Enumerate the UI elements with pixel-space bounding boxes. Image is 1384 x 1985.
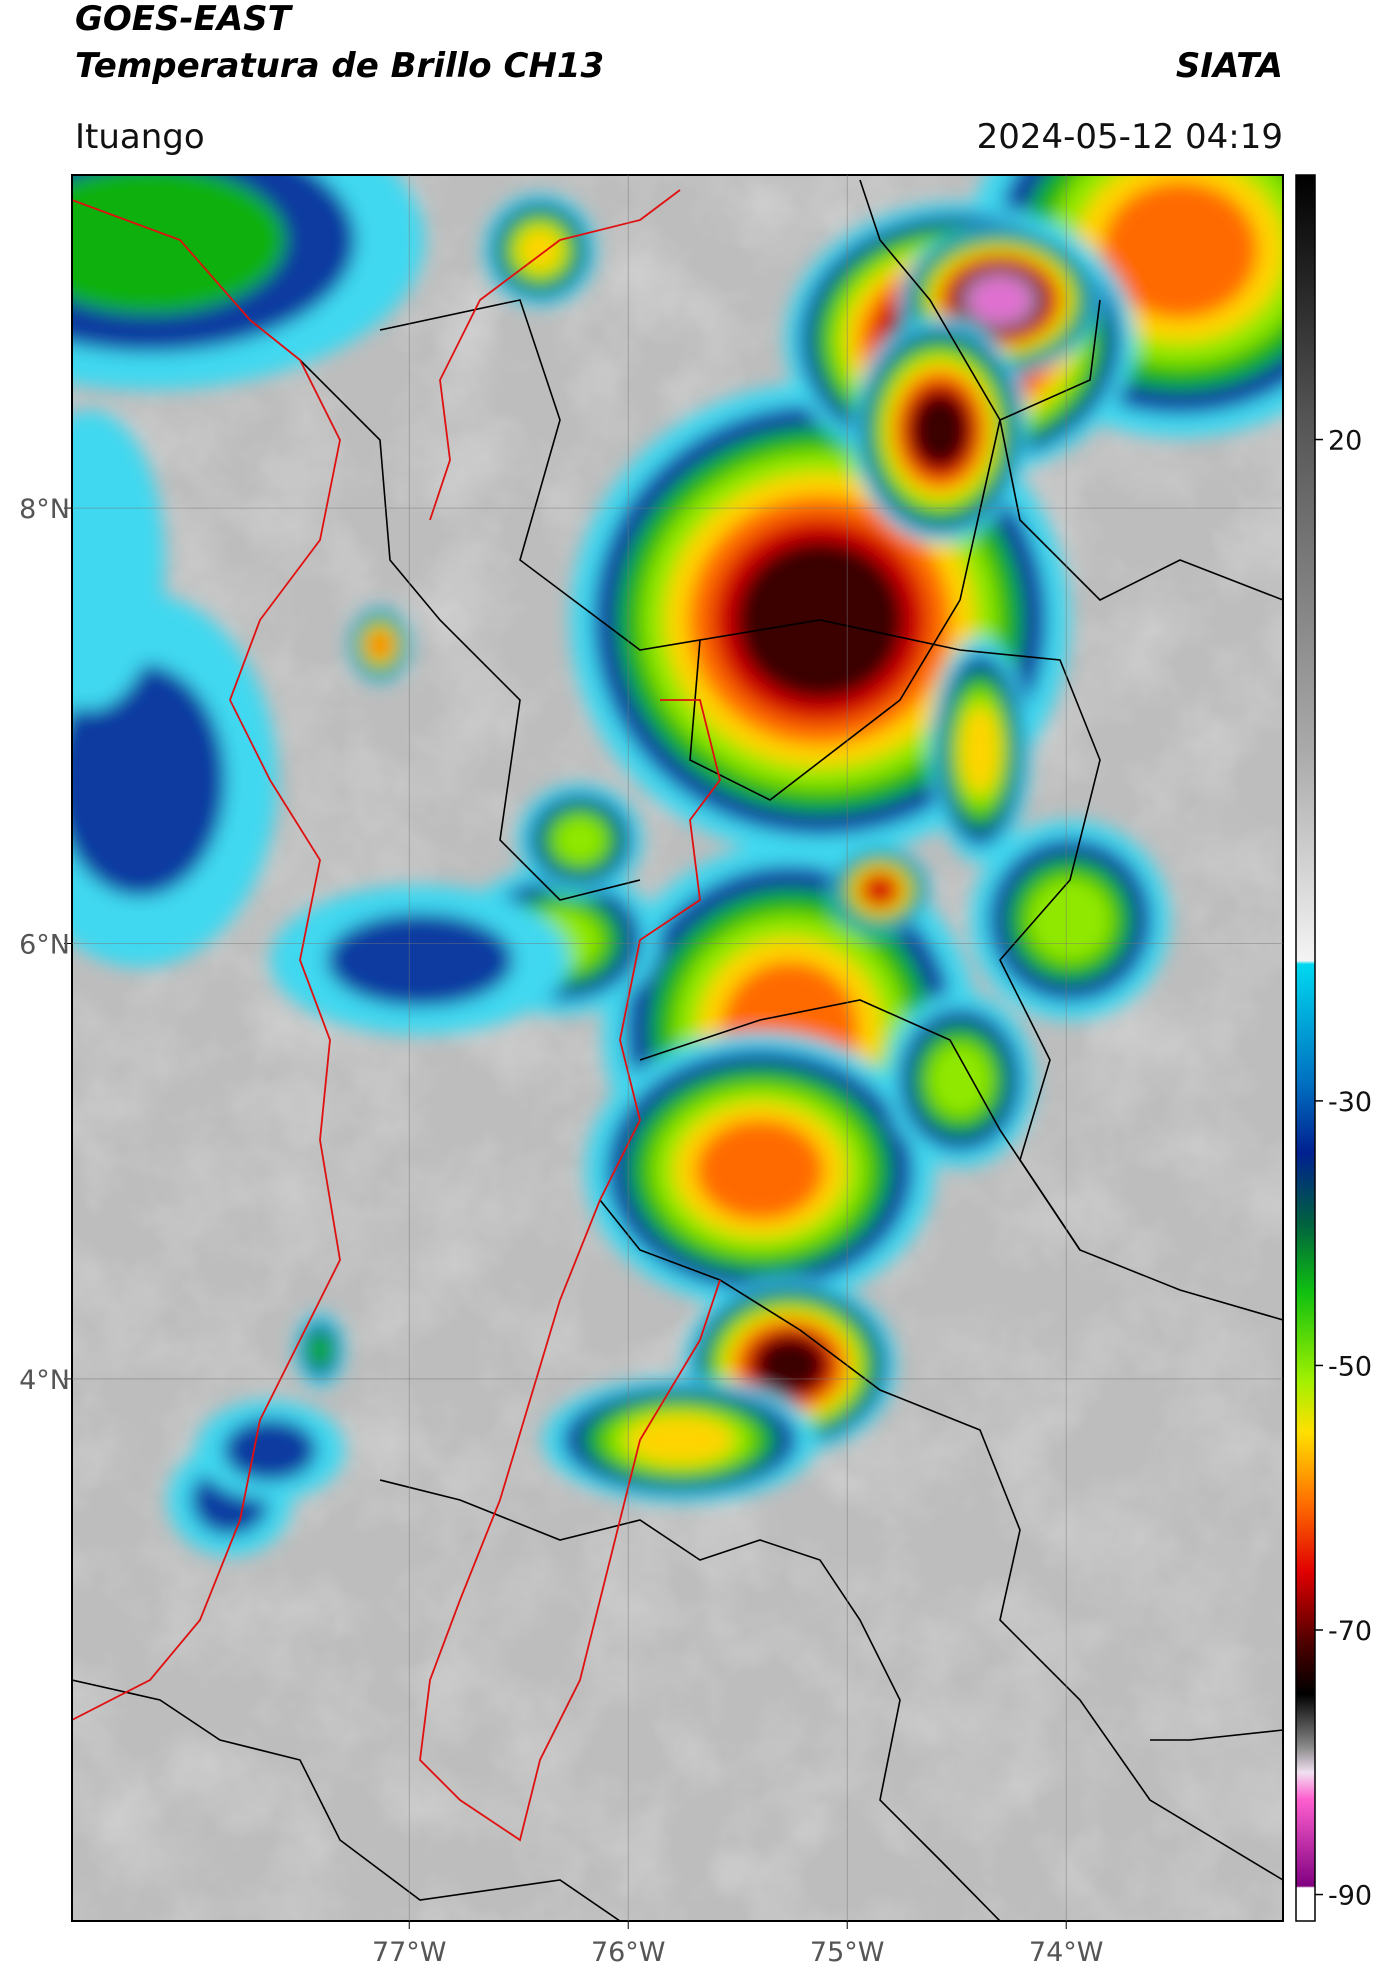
cloud-layer bbox=[968, 276, 1031, 323]
cloud-layer bbox=[754, 1336, 825, 1395]
colorbar-tick-label: -50 bbox=[1328, 1351, 1372, 1382]
colorbar-tick-label: 20 bbox=[1328, 426, 1362, 457]
x-tick-label: 77°W bbox=[372, 1937, 447, 1968]
cloud-layer bbox=[553, 816, 607, 864]
y-tick-label: 4°N bbox=[19, 1365, 70, 1396]
cloud-layer bbox=[960, 706, 999, 794]
cloud-layer bbox=[224, 1419, 317, 1481]
cloud-layer bbox=[928, 1042, 993, 1117]
cloud-layer bbox=[327, 914, 513, 1007]
cloud-layer bbox=[863, 875, 898, 906]
cloud-layer bbox=[518, 228, 562, 272]
cloud-layer bbox=[369, 631, 392, 659]
subtitle: Temperatura de Brillo CH13 bbox=[75, 46, 604, 86]
colorbar-tick-label: -90 bbox=[1328, 1881, 1372, 1912]
colorbar-tick-label: -30 bbox=[1328, 1087, 1372, 1118]
cloud-layer bbox=[308, 1332, 333, 1369]
map-image bbox=[0, 63, 1384, 1922]
cloud-layer bbox=[1027, 877, 1113, 963]
source: SIATA bbox=[1176, 46, 1283, 86]
cloud-layer bbox=[14, 166, 285, 314]
location: Ituango bbox=[75, 117, 205, 157]
colorbar-tick-label: -70 bbox=[1328, 1616, 1372, 1647]
cloud-layer bbox=[15, 410, 165, 710]
x-tick-label: 75°W bbox=[810, 1937, 885, 1968]
cloud-layer bbox=[626, 1416, 734, 1465]
x-tick-label: 74°W bbox=[1029, 1937, 1104, 1968]
title: GOES-EAST bbox=[75, 0, 294, 39]
cloud-layer bbox=[696, 1120, 824, 1221]
x-tick-label: 76°W bbox=[591, 1937, 666, 1968]
y-tick-label: 6°N bbox=[19, 930, 70, 961]
cloud-layer bbox=[911, 392, 970, 467]
y-tick-label: 8°N bbox=[19, 494, 70, 525]
colorbar bbox=[1296, 175, 1315, 1921]
datetime: 2024-05-12 04:19 bbox=[977, 117, 1283, 157]
